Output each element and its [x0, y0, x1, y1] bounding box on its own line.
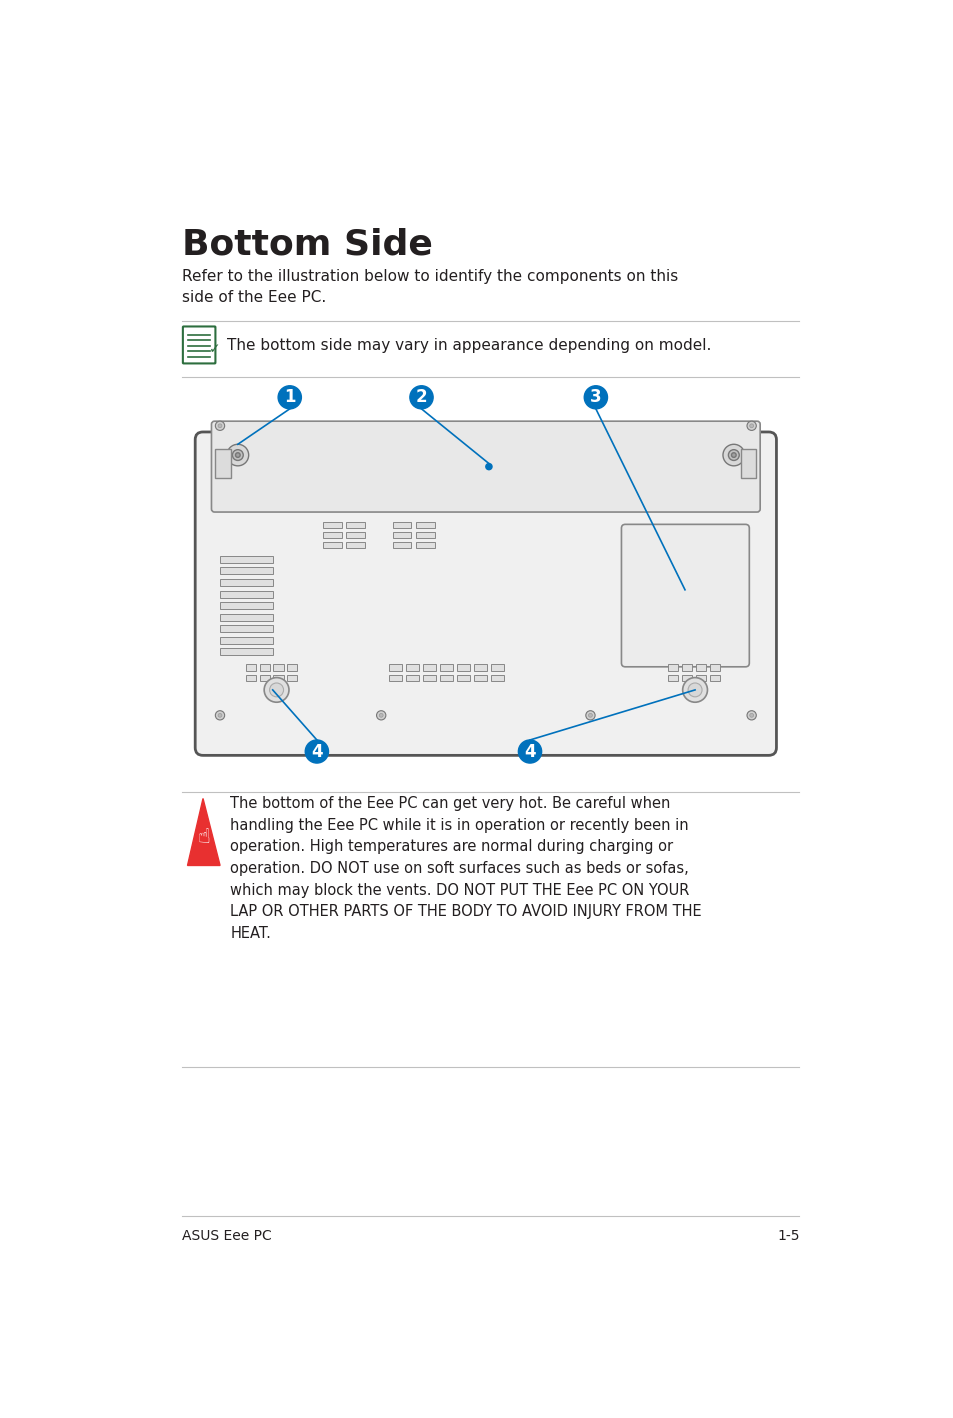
Bar [456, 675, 470, 682]
Bar [220, 579, 273, 586]
Bar [416, 522, 435, 529]
FancyBboxPatch shape [195, 432, 776, 756]
Bar [259, 664, 270, 671]
Bar [416, 532, 435, 539]
Text: ✓: ✓ [209, 342, 220, 356]
Polygon shape [188, 798, 220, 865]
Bar [245, 664, 255, 671]
Bar [393, 542, 411, 549]
Bar [220, 556, 273, 563]
Bar [474, 675, 487, 682]
Bar [667, 664, 678, 671]
FancyBboxPatch shape [620, 525, 748, 666]
Circle shape [215, 421, 224, 431]
Circle shape [746, 710, 756, 720]
Bar [220, 625, 273, 632]
Circle shape [305, 740, 328, 763]
Circle shape [517, 740, 541, 763]
Bar [346, 542, 365, 549]
Text: 2: 2 [416, 389, 427, 407]
Circle shape [588, 713, 592, 718]
Bar [220, 603, 273, 610]
Bar [416, 542, 435, 549]
Bar [220, 637, 273, 644]
Circle shape [376, 710, 385, 720]
Circle shape [410, 386, 433, 408]
Bar [323, 532, 341, 539]
Bar [220, 567, 273, 574]
Bar [287, 675, 297, 682]
Circle shape [585, 710, 595, 720]
Circle shape [728, 450, 739, 461]
Bar [220, 590, 273, 597]
Bar [695, 664, 705, 671]
Circle shape [687, 683, 701, 696]
Text: The bottom side may vary in appearance depending on model.: The bottom side may vary in appearance d… [227, 337, 711, 353]
Text: 4: 4 [311, 743, 322, 760]
Text: 3: 3 [590, 389, 601, 407]
Circle shape [264, 678, 289, 702]
Bar [274, 664, 283, 671]
Bar [422, 675, 436, 682]
Circle shape [722, 444, 744, 467]
Bar [422, 664, 436, 671]
Bar [323, 522, 341, 529]
Circle shape [235, 452, 240, 458]
Bar [346, 532, 365, 539]
Bar [709, 675, 720, 682]
Bar [346, 522, 365, 529]
Bar [215, 450, 231, 478]
Bar [456, 664, 470, 671]
Text: 1-5: 1-5 [776, 1229, 799, 1244]
Text: 4: 4 [523, 743, 536, 760]
Bar [406, 675, 418, 682]
Bar [220, 648, 273, 655]
Bar [474, 664, 487, 671]
Circle shape [218, 713, 222, 718]
Bar [667, 675, 678, 682]
Bar [393, 522, 411, 529]
Bar [695, 675, 705, 682]
Bar [681, 675, 691, 682]
Circle shape [682, 678, 707, 702]
Text: 1: 1 [284, 389, 295, 407]
Bar [709, 664, 720, 671]
Text: Bottom Side: Bottom Side [182, 228, 433, 262]
Circle shape [215, 710, 224, 720]
Circle shape [583, 386, 607, 408]
Bar [393, 532, 411, 539]
Circle shape [233, 450, 243, 461]
Bar [220, 614, 273, 621]
Bar [389, 664, 402, 671]
Bar [681, 664, 691, 671]
Bar [439, 675, 453, 682]
Circle shape [731, 452, 736, 458]
Bar [245, 675, 255, 682]
Circle shape [749, 424, 753, 428]
Bar [274, 675, 283, 682]
Bar [259, 675, 270, 682]
Bar [491, 664, 504, 671]
Circle shape [227, 444, 249, 467]
Circle shape [270, 683, 283, 696]
Circle shape [485, 464, 492, 469]
Circle shape [379, 713, 383, 718]
Bar [439, 664, 453, 671]
Circle shape [746, 421, 756, 431]
Bar [740, 450, 756, 478]
Circle shape [278, 386, 301, 408]
Text: ASUS Eee PC: ASUS Eee PC [182, 1229, 272, 1244]
Bar [287, 664, 297, 671]
Circle shape [218, 424, 222, 428]
Text: Refer to the illustration below to identify the components on this
side of the E: Refer to the illustration below to ident… [182, 269, 678, 305]
Text: The bottom of the Eee PC can get very hot. Be careful when
handling the Eee PC w: The bottom of the Eee PC can get very ho… [230, 795, 701, 940]
Circle shape [749, 713, 753, 718]
Bar [491, 675, 504, 682]
Bar [323, 542, 341, 549]
Bar [406, 664, 418, 671]
Bar [389, 675, 402, 682]
FancyBboxPatch shape [212, 421, 760, 512]
FancyBboxPatch shape [183, 326, 215, 363]
Text: ☝: ☝ [197, 827, 210, 847]
